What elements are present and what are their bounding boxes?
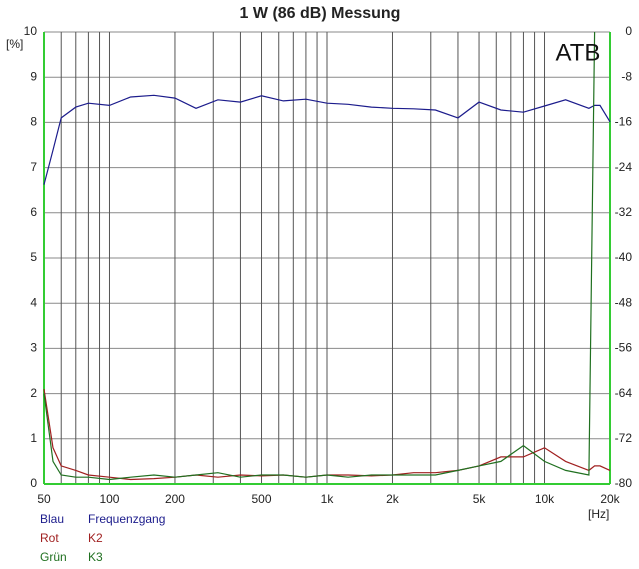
x-tick-label: 2k [386,492,400,506]
y-tick-label: 3 [30,341,37,355]
y2-tick-label: -72 [615,431,633,445]
x-tick-label: 20k [600,492,620,506]
y-tick-label: 8 [30,115,37,129]
legend-color: Grün [40,550,67,564]
x-tick-label: 500 [252,492,272,506]
legend-color: Blau [40,512,64,526]
y2-tick-label: -32 [615,205,633,219]
legend-label: Frequenzgang [88,512,165,526]
y-tick-label: 4 [30,295,37,309]
y-tick-label: 1 [30,431,37,445]
x-tick-label: 50 [37,492,51,506]
y-tick-label: 10 [24,24,38,38]
y2-tick-label: -80 [615,476,633,490]
y-tick-label: 5 [30,250,37,264]
y-tick-label: 6 [30,205,37,219]
y2-tick-label: -40 [615,250,633,264]
y-tick-label: 7 [30,160,37,174]
annotation: ATB [556,39,601,66]
legend-label: K3 [88,550,103,564]
x-tick-label: 200 [165,492,185,506]
x-tick-label: 1k [321,492,335,506]
y2-tick-label: -56 [615,341,633,355]
chart-title: 1 W (86 dB) Messung [240,5,401,22]
y2-tick-label: -48 [615,295,633,309]
series-line [43,94,611,185]
y-tick-label: 9 [30,69,37,83]
y2-tick-label: -16 [615,115,633,129]
x-tick-label: 5k [473,492,487,506]
x-tick-label: 10k [535,492,555,506]
y-tick-label: 2 [30,386,37,400]
legend-color: Rot [40,531,59,545]
legend-label: K2 [88,531,103,545]
y2-tick-label: -8 [621,69,632,83]
x-axis-label: [Hz] [588,507,609,521]
y-axis-label: [%] [6,37,23,51]
y2-tick-label: 0 [625,24,632,38]
y2-tick-label: -24 [615,160,633,174]
y2-tick-label: -64 [615,386,633,400]
y-tick-label: 0 [30,476,37,490]
series-line [43,31,596,481]
x-tick-label: 100 [99,492,119,506]
